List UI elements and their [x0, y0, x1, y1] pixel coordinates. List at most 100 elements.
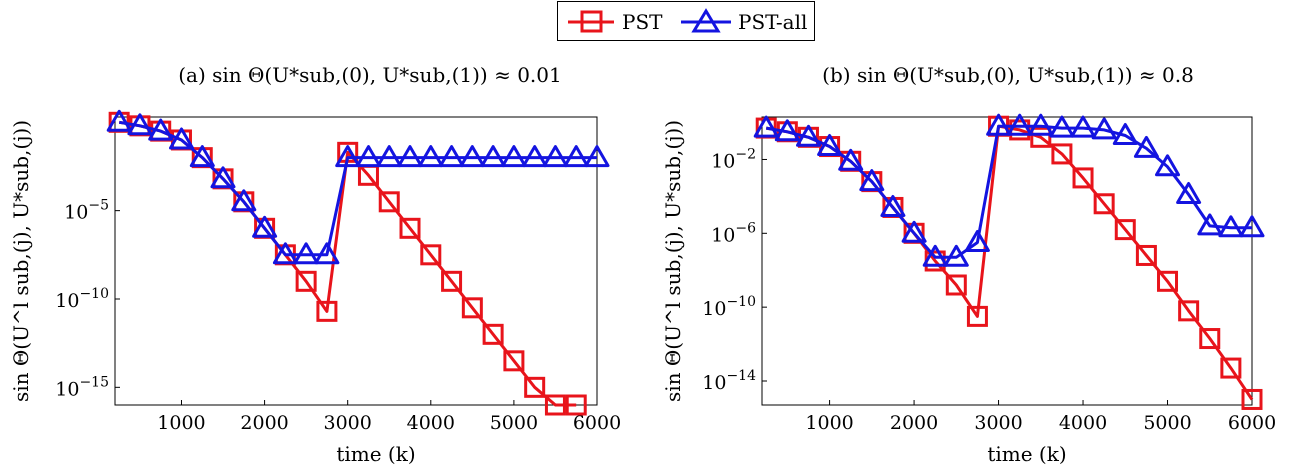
chart-a-pst-all-point: [293, 242, 319, 265]
chart-b-pst-all-point: [817, 134, 843, 156]
chart-a: (a) sin Θ(U*sub,(0), U*sub,(1)) ≈ 0.01 si…: [9, 63, 621, 466]
chart-b-pst-all-point: [1176, 182, 1202, 204]
chart-b-xtick-label: 5000: [1143, 412, 1191, 434]
chart-b-xtick-label: 1000: [805, 412, 853, 434]
chart-b-pst-point: [1220, 357, 1242, 379]
chart-b-xlabel: time (k): [987, 442, 1066, 466]
chart-b-ytick-label: 10−10: [702, 294, 756, 320]
chart-b-title: (b) sin Θ(U*sub,(0), U*sub,(1)) ≈ 0.8: [822, 63, 1194, 87]
chart-a-xtick-label: 2000: [240, 412, 288, 434]
chart-b-xtick-label: 3000: [974, 412, 1022, 434]
chart-a-pst-point: [503, 350, 525, 372]
chart-b-pst-all-point: [901, 220, 927, 243]
chart-b-pst-all-point: [880, 195, 906, 217]
chart-a-ylabel: sin Θ(U^l sub,(j), U*sub,(j)): [9, 120, 33, 402]
chart-b-pst-all-point: [1112, 123, 1138, 145]
chart-a-pst-point: [295, 270, 317, 292]
chart-b-pst-all-point: [774, 119, 800, 142]
chart-b-pst-point: [1241, 388, 1263, 410]
chart-a-pst-point: [544, 394, 566, 416]
chart-b-pst-point: [1114, 219, 1136, 241]
chart-a-pst-all-point: [335, 145, 361, 168]
chart-b-pst-point: [966, 305, 988, 327]
chart-b-pst-point: [945, 274, 967, 296]
chart-b-series-pst-line: [765, 124, 1254, 401]
chart-a-pst-point: [565, 394, 587, 416]
chart-a-ytick-label: 10−5: [64, 198, 109, 224]
chart-a-pst-all-point: [501, 145, 527, 168]
chart-b-pst-point: [1157, 270, 1179, 292]
chart-b-pst-all-point: [1197, 213, 1223, 236]
chart-a-xtick-label: 5000: [490, 412, 538, 434]
chart-b-pst-all-point: [1218, 215, 1244, 238]
chart-b-ylabel: sin Θ(U^l sub,(j), U*sub,(j)): [661, 120, 685, 402]
chart-b-xtick-label: 4000: [1059, 412, 1107, 434]
chart-b-ytick-label: 10−2: [711, 146, 756, 172]
chart-a-pst-all-point: [106, 109, 132, 132]
chart-a-pst-point: [420, 244, 442, 266]
chart-b-pst-all-point: [838, 148, 864, 171]
legend-pst-all-label: PST-all: [738, 10, 808, 34]
chart-a-pst-all-point: [314, 242, 340, 265]
chart-a-pst-all-point: [148, 118, 174, 141]
chart-b-pst-point: [1199, 328, 1221, 350]
chart-b-pst-all-point: [859, 169, 885, 192]
chart-a-pst-point: [524, 376, 546, 398]
chart-a-pst-all-point: [210, 166, 236, 189]
chart-b-pst-all-point: [922, 244, 948, 267]
chart-b-pst-point: [1051, 143, 1073, 165]
chart-a-title: (a) sin Θ(U*sub,(0), U*sub,(1)) ≈ 0.01: [178, 63, 562, 87]
chart-a-pst-point: [441, 270, 463, 292]
chart-b-pst-all-point: [964, 230, 990, 252]
chart-b-pst-all-point: [1007, 113, 1033, 136]
chart-a-pst-point: [399, 217, 421, 239]
chart-a-ytick-label: 10−15: [55, 374, 109, 400]
chart-b-frame: [761, 116, 1253, 406]
chart-a-pst-all-point: [356, 145, 381, 168]
chart-b-pst-all-point: [986, 113, 1012, 136]
chart-a-pst-all-point: [189, 145, 215, 168]
chart-a-pst-all-point: [376, 145, 402, 168]
chart-a-xlabel: time (k): [336, 442, 415, 466]
chart-b-pst-all-point: [1133, 135, 1159, 158]
chart-a-pst-all-point: [127, 113, 153, 136]
chart-b-pst-all-point: [1239, 215, 1265, 238]
chart-a-pst-all-point: [169, 127, 194, 150]
legend-pst-marker: [580, 10, 603, 33]
chart-a-pst-all-point: [252, 215, 278, 238]
chart-a-pst-all-point: [439, 145, 465, 168]
chart-b-pst-all-point: [753, 115, 779, 138]
chart-b-pst-point: [1030, 126, 1052, 148]
chart-a-ytick-label: 10−10: [55, 286, 109, 312]
chart-b-pst-all-point: [796, 124, 821, 147]
chart-b-pst-point: [1135, 244, 1157, 266]
chart-a-pst-point: [316, 300, 338, 322]
chart-a-pst-all-point: [584, 145, 610, 168]
chart-b-ytick-label: 10−6: [711, 220, 756, 246]
chart-b-xtick-label: 2000: [890, 412, 938, 434]
chart-a-pst-all-point: [459, 145, 485, 168]
chart-a-pst-point: [461, 297, 483, 319]
chart-b-pst-all-point: [1091, 117, 1117, 140]
chart-a-pst-all-point: [563, 145, 589, 168]
chart-a-xtick-label: 4000: [407, 412, 455, 434]
chart-a-pst-all-point: [231, 189, 257, 212]
chart-a-xtick-label: 6000: [573, 412, 621, 434]
chart-b-pst-all-point: [1028, 113, 1054, 136]
legend: PST PST-all: [557, 1, 815, 41]
legend-pst-all-marker: [691, 8, 721, 33]
legend-graphics: [568, 8, 731, 33]
chart-a-pst-all-point: [522, 145, 548, 168]
chart-a-pst-point: [482, 323, 504, 345]
chart-a-pst-all-point: [480, 145, 506, 168]
chart-b: (b) sin Θ(U*sub,(0), U*sub,(1)) ≈ 0.8 sin…: [661, 63, 1276, 466]
chart-a-pst-all-point: [397, 145, 423, 168]
chart-a-pst-all-point: [542, 145, 568, 168]
chart-b-pst-point: [1093, 193, 1115, 215]
chart-b-pst-all-point: [943, 244, 969, 267]
chart-a-frame: [114, 116, 598, 406]
chart-a-pst-point: [378, 191, 400, 213]
chart-b-xtick-label: 6000: [1228, 412, 1276, 434]
chart-b-pst-all-point: [1049, 115, 1075, 138]
